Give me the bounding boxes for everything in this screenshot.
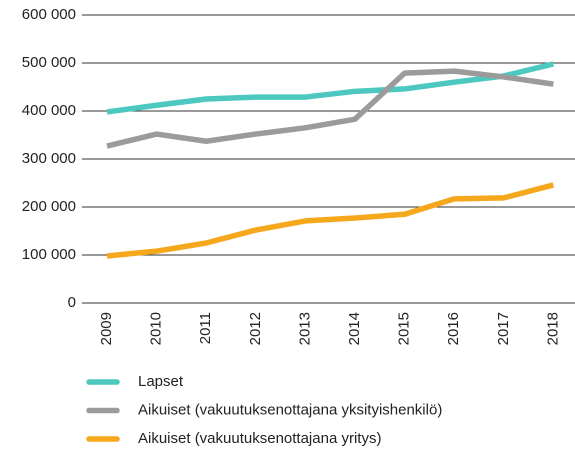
y-tick-label: 200 000 xyxy=(22,198,76,215)
x-tick-label: 2013 xyxy=(296,312,313,345)
x-tick-label: 2010 xyxy=(148,312,165,345)
y-tick-label: 400 000 xyxy=(22,102,76,119)
x-tick-label: 2018 xyxy=(544,312,561,345)
series-line xyxy=(106,68,554,149)
y-tick-label: 100 000 xyxy=(22,246,76,263)
legend-label: Aikuiset (vakuutuksenottajana yksityishe… xyxy=(138,401,442,418)
y-tick-label: 0 xyxy=(68,294,76,311)
y-tick-label: 500 000 xyxy=(22,54,76,71)
x-tick-label: 2016 xyxy=(445,312,462,345)
x-tick-label: 2017 xyxy=(495,312,512,345)
legend-label: Lapset xyxy=(138,373,184,390)
series-line xyxy=(106,182,555,259)
x-tick-label: 2015 xyxy=(396,312,413,345)
x-tick-label: 2014 xyxy=(346,312,363,345)
x-tick-label: 2011 xyxy=(197,312,214,344)
legend-label: Aikuiset (vakuutuksenottajana yritys) xyxy=(138,430,381,447)
series-line xyxy=(106,61,555,115)
x-tick-label: 2012 xyxy=(247,312,264,345)
y-tick-label: 600 000 xyxy=(22,6,76,23)
y-tick-label: 300 000 xyxy=(22,150,76,167)
x-tick-label: 2009 xyxy=(98,312,115,345)
